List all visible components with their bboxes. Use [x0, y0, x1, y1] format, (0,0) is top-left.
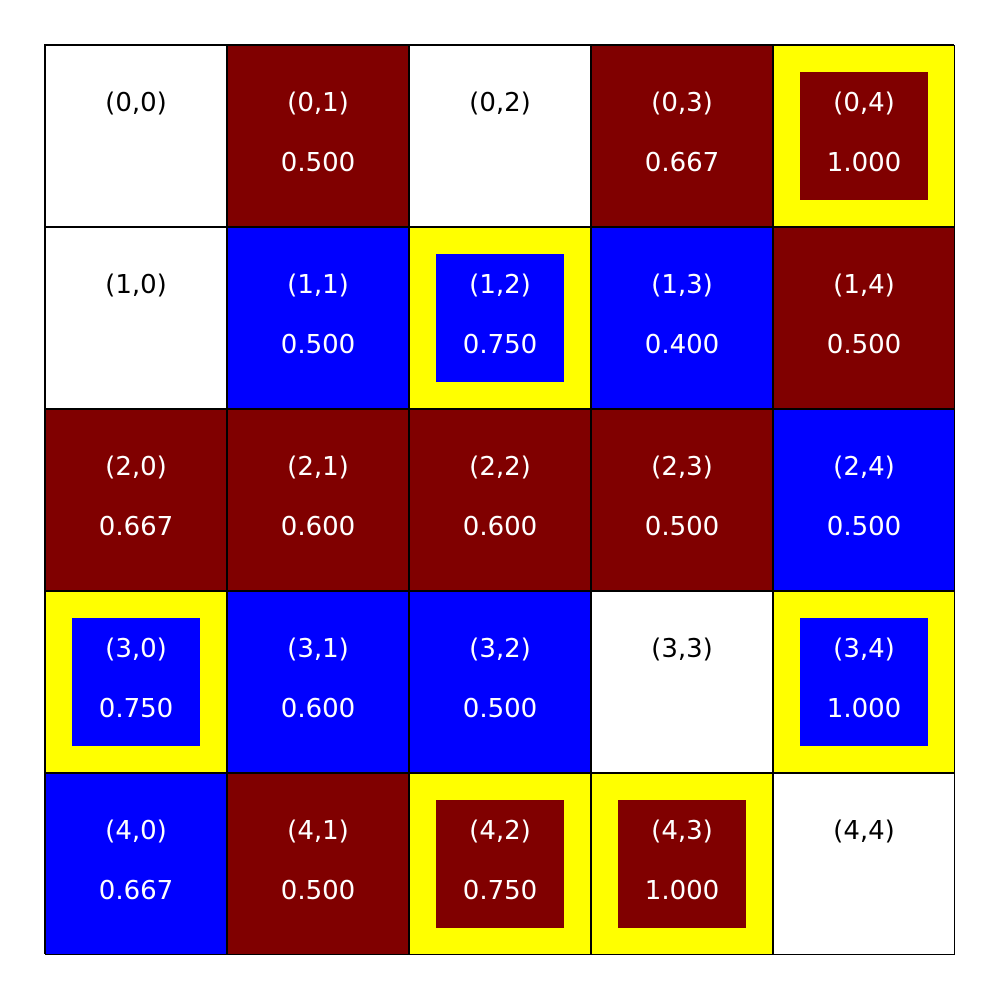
- cell-coordinate-label: (0,0): [105, 88, 167, 118]
- board-cell-2-1[interactable]: (2,1) 0.600: [227, 409, 409, 591]
- cell-coordinate-label: (2,0): [105, 452, 167, 482]
- board-cell-0-2[interactable]: (0,2): [409, 45, 591, 227]
- board-cell-1-3[interactable]: (1,3) 0.400: [591, 227, 773, 409]
- board-cell-1-2[interactable]: (1,2) 0.750: [409, 227, 591, 409]
- cell-value-label: 0.600: [280, 694, 356, 724]
- cell-value-label: 0.500: [644, 512, 720, 542]
- board-cell-2-2[interactable]: (2,2) 0.600: [409, 409, 591, 591]
- cell-coordinate-label: (2,1): [287, 452, 349, 482]
- board-cell-1-0[interactable]: (1,0): [45, 227, 227, 409]
- board-cell-3-1[interactable]: (3,1) 0.600: [227, 591, 409, 773]
- cell-value-label: 0.500: [280, 148, 356, 178]
- highlighted-cell-fill: (3,0) 0.750: [72, 618, 200, 746]
- highlighted-cell-fill: (1,2) 0.750: [436, 254, 564, 382]
- cell-value-label: 0.500: [280, 876, 356, 906]
- cell-value-label: 0.750: [462, 876, 538, 906]
- cell-fill: (2,4) 0.500: [774, 410, 954, 590]
- cell-fill: (3,3): [592, 592, 772, 772]
- cell-coordinate-label: (3,4): [833, 634, 895, 664]
- board-cell-0-3[interactable]: (0,3) 0.667: [591, 45, 773, 227]
- highlighted-cell-fill: (4,3) 1.000: [618, 800, 746, 928]
- cell-fill: (0,2): [410, 46, 590, 226]
- cell-value-label: 0.600: [280, 512, 356, 542]
- cell-coordinate-label: (2,2): [469, 452, 531, 482]
- cell-value-label: 0.500: [280, 330, 356, 360]
- board-cell-3-0[interactable]: (3,0) 0.750: [45, 591, 227, 773]
- cell-value-label: 1.000: [644, 876, 720, 906]
- cell-value-label: 1.000: [826, 694, 902, 724]
- cell-fill: (2,0) 0.667: [46, 410, 226, 590]
- cell-fill: (4,0) 0.667: [46, 774, 226, 954]
- game-board: (0,0) (0,1) 0.500 (0,2) (0,3) 0.667 (0,4) 1.000…: [44, 44, 955, 955]
- cell-coordinate-label: (3,0): [105, 634, 167, 664]
- cell-coordinate-label: (1,0): [105, 270, 167, 300]
- highlighted-cell-fill: (0,4) 1.000: [800, 72, 928, 200]
- cell-fill: (0,3) 0.667: [592, 46, 772, 226]
- cell-fill: (1,3) 0.400: [592, 228, 772, 408]
- board-cell-2-3[interactable]: (2,3) 0.500: [591, 409, 773, 591]
- cell-fill: (3,1) 0.600: [228, 592, 408, 772]
- cell-fill: (1,1) 0.500: [228, 228, 408, 408]
- cell-value-label: 0.400: [644, 330, 720, 360]
- cell-coordinate-label: (4,1): [287, 816, 349, 846]
- cell-fill: (1,0): [46, 228, 226, 408]
- board-cell-4-1[interactable]: (4,1) 0.500: [227, 773, 409, 955]
- board-cell-4-2[interactable]: (4,2) 0.750: [409, 773, 591, 955]
- cell-coordinate-label: (0,1): [287, 88, 349, 118]
- cell-coordinate-label: (3,2): [469, 634, 531, 664]
- cell-value-label: 0.750: [98, 694, 174, 724]
- board-cell-3-4[interactable]: (3,4) 1.000: [773, 591, 955, 773]
- cell-coordinate-label: (1,4): [833, 270, 895, 300]
- cell-value-label: 0.667: [644, 148, 720, 178]
- cell-fill: (2,3) 0.500: [592, 410, 772, 590]
- cell-coordinate-label: (2,4): [833, 452, 895, 482]
- cell-fill: (2,1) 0.600: [228, 410, 408, 590]
- highlighted-cell-fill: (4,2) 0.750: [436, 800, 564, 928]
- cell-coordinate-label: (1,3): [651, 270, 713, 300]
- cell-coordinate-label: (3,1): [287, 634, 349, 664]
- cell-coordinate-label: (4,2): [469, 816, 531, 846]
- cell-value-label: 0.600: [462, 512, 538, 542]
- cell-coordinate-label: (0,3): [651, 88, 713, 118]
- cell-fill: (4,1) 0.500: [228, 774, 408, 954]
- board-cell-3-2[interactable]: (3,2) 0.500: [409, 591, 591, 773]
- cell-coordinate-label: (1,1): [287, 270, 349, 300]
- cell-coordinate-label: (2,3): [651, 452, 713, 482]
- board-cell-1-4[interactable]: (1,4) 0.500: [773, 227, 955, 409]
- cell-coordinate-label: (0,2): [469, 88, 531, 118]
- board-cell-4-4[interactable]: (4,4): [773, 773, 955, 955]
- cell-value-label: 0.500: [826, 512, 902, 542]
- cell-fill: (2,2) 0.600: [410, 410, 590, 590]
- cell-coordinate-label: (3,3): [651, 634, 713, 664]
- board-cell-1-1[interactable]: (1,1) 0.500: [227, 227, 409, 409]
- board-cell-4-3[interactable]: (4,3) 1.000: [591, 773, 773, 955]
- highlighted-cell-fill: (3,4) 1.000: [800, 618, 928, 746]
- cell-fill: (3,2) 0.500: [410, 592, 590, 772]
- cell-fill: (4,4): [774, 774, 954, 954]
- cell-value-label: 0.500: [462, 694, 538, 724]
- cell-coordinate-label: (4,3): [651, 816, 713, 846]
- cell-fill: (0,0): [46, 46, 226, 226]
- cell-coordinate-label: (0,4): [833, 88, 895, 118]
- board-cell-0-1[interactable]: (0,1) 0.500: [227, 45, 409, 227]
- cell-value-label: 1.000: [826, 148, 902, 178]
- cell-fill: (1,4) 0.500: [774, 228, 954, 408]
- cell-value-label: 0.667: [98, 876, 174, 906]
- board-cell-0-4[interactable]: (0,4) 1.000: [773, 45, 955, 227]
- cell-value-label: 0.750: [462, 330, 538, 360]
- cell-value-label: 0.500: [826, 330, 902, 360]
- board-cell-2-4[interactable]: (2,4) 0.500: [773, 409, 955, 591]
- cell-fill: (0,1) 0.500: [228, 46, 408, 226]
- board-cell-3-3[interactable]: (3,3): [591, 591, 773, 773]
- cell-coordinate-label: (1,2): [469, 270, 531, 300]
- cell-value-label: 0.667: [98, 512, 174, 542]
- cell-coordinate-label: (4,0): [105, 816, 167, 846]
- board-cell-2-0[interactable]: (2,0) 0.667: [45, 409, 227, 591]
- board-cell-4-0[interactable]: (4,0) 0.667: [45, 773, 227, 955]
- cell-coordinate-label: (4,4): [833, 816, 895, 846]
- board-cell-0-0[interactable]: (0,0): [45, 45, 227, 227]
